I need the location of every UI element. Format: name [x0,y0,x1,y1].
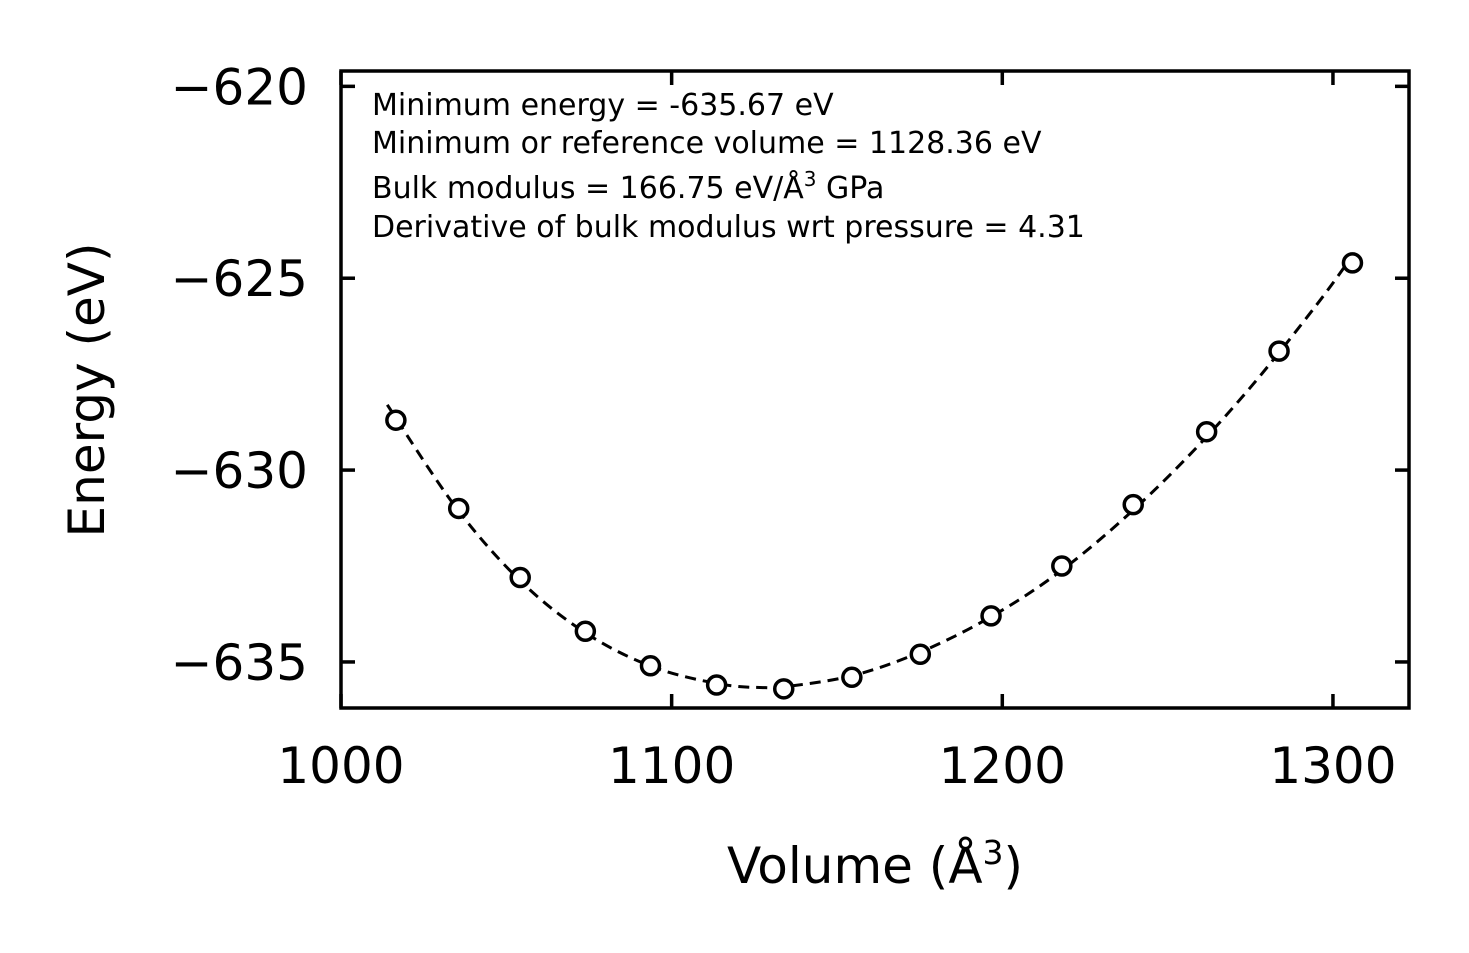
y-tick-label--630: −630 [171,442,308,500]
x-tick-label-1300: 1300 [1269,737,1396,795]
x-tick-label-1100: 1100 [608,737,735,795]
y-tick-label--635: −635 [171,634,308,692]
data-point-12 [1195,420,1218,443]
x-axis-label: Volume (Å3) [727,833,1023,896]
y-axis-label: Energy (eV) [58,243,116,538]
y-tick-label--620: −620 [171,58,308,116]
data-point-0 [385,409,407,431]
data-point-10 [1051,555,1073,577]
annotation-reference-volume: Minimum or reference volume = 1128.36 eV [372,126,1042,161]
data-point-7 [841,666,863,689]
data-point-11 [1122,493,1144,516]
data-point-5 [705,674,728,696]
data-point-4 [639,655,662,677]
annotation-minimum-energy: Minimum energy = -635.67 eV [372,88,834,123]
x-tick-label-1200: 1200 [939,737,1066,795]
y-axis-ticks: −620 −625 −630 −635 [171,58,1409,692]
data-point-2 [509,566,531,589]
data-point-1 [447,497,470,520]
annotation-bulk-modulus: Bulk modulus = 166.75 eV/Å3 GPa [372,167,884,206]
data-point-9 [980,605,1002,627]
data-point-6 [772,678,795,700]
data-point-13 [1268,340,1290,362]
data-point-8 [909,643,932,666]
y-tick-label--625: −625 [171,250,308,308]
fit-parameters-annotation: Minimum energy = -635.67 eV Minimum or r… [372,88,1085,245]
fit-curve [386,254,1355,690]
fit-curve-layer [386,254,1355,690]
plot-frame [339,69,1411,710]
data-point-14 [1341,252,1364,274]
data-points-layer [385,252,1364,700]
data-point-3 [574,620,597,643]
annotation-bulk-modulus-derivative: Derivative of bulk modulus wrt pressure … [372,210,1085,245]
x-axis-ticks: 1000 1100 1200 1300 [277,71,1397,795]
x-tick-label-1000: 1000 [277,737,404,795]
